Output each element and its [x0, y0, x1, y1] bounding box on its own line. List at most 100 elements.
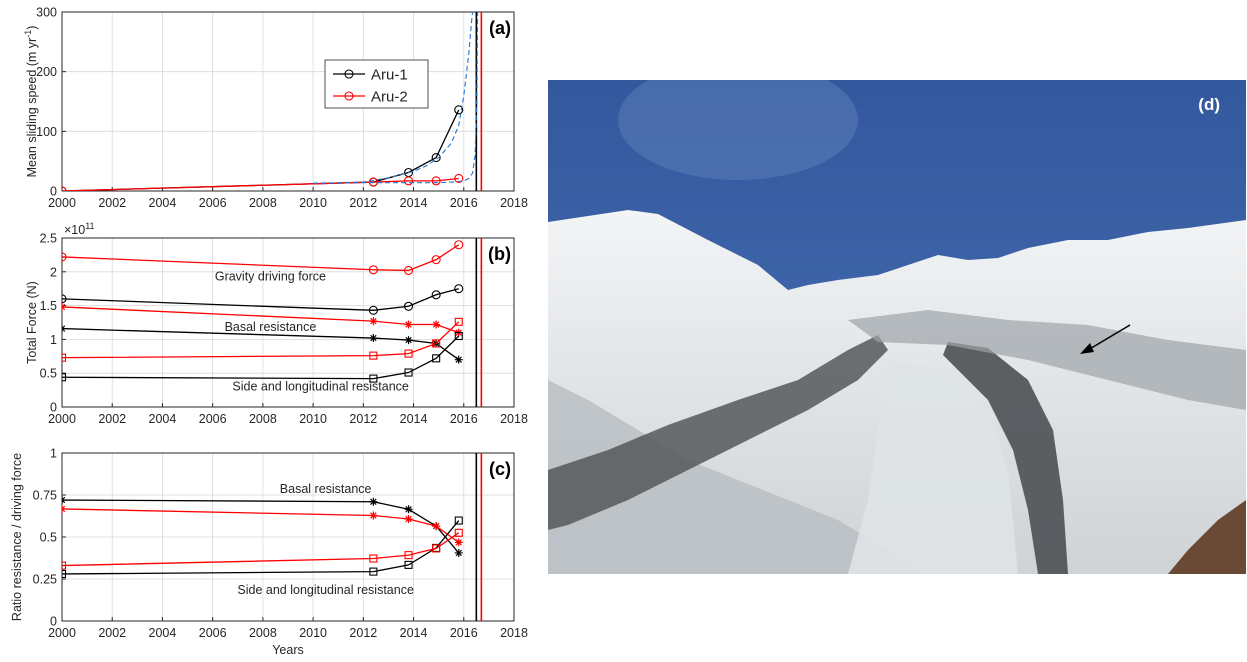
x-tick-label: 2012	[349, 412, 377, 426]
series-line	[62, 532, 460, 567]
y-tick-label: 2	[50, 265, 57, 279]
data-point-circle	[403, 301, 414, 311]
glacier-photo-panel: (d)	[548, 80, 1246, 574]
panel-label: (b)	[488, 244, 511, 264]
data-point-asterisk	[62, 496, 66, 505]
x-tick-label: 2018	[500, 626, 528, 640]
y-tick-label: 1	[50, 447, 57, 461]
panel-label: (a)	[489, 18, 511, 38]
data-point-asterisk	[432, 320, 441, 329]
series-line	[62, 321, 460, 359]
fit-curve	[313, 12, 474, 184]
y-axis-label-exponent: -1	[23, 30, 33, 38]
data-point-asterisk	[369, 334, 378, 343]
x-tick-label: 2016	[450, 626, 478, 640]
data-point-asterisk	[432, 522, 441, 531]
series-line	[62, 520, 460, 575]
chart-panel-b: 2000 2002 2004 2006 2008 2010 2012 2014 2016 2018…	[25, 221, 528, 426]
annotation-label: Gravity driving force	[215, 270, 326, 284]
glacier-tongue	[848, 360, 1018, 574]
y-tick-label: 300	[36, 6, 57, 20]
data-point-circle	[368, 265, 378, 275]
x-tick-label: 2000	[48, 412, 76, 426]
arrow-head-icon	[1080, 343, 1094, 354]
x-tick-label: 2002	[98, 412, 126, 426]
figure-panels-abc: 2000 2002 2004 2006 2008 2010 2012 2014 2016 2018…	[10, 6, 528, 658]
plot-area	[62, 238, 483, 407]
data-point-asterisk	[454, 538, 463, 547]
x-tick-label: 2014	[400, 412, 428, 426]
debris-band-left	[548, 335, 888, 530]
y-tick-label: 100	[36, 125, 57, 139]
x-tick-label: 2014	[400, 626, 428, 640]
x-tick-label: 2002	[98, 626, 126, 640]
y-tick-label: 1.5	[40, 299, 57, 313]
y-tick-label: 0	[50, 401, 57, 415]
data-point-square	[369, 567, 378, 576]
y-tick-label: 0.5	[40, 531, 57, 545]
data-point-asterisk	[404, 320, 413, 329]
x-tick-label: 2002	[98, 196, 126, 210]
annotation-label: Side and longitudinal resistance	[232, 380, 409, 394]
data-point-square	[432, 354, 441, 363]
data-point-circle	[431, 153, 441, 163]
data-point-circle	[62, 294, 67, 304]
data-point-square	[432, 339, 441, 348]
data-point-circle	[454, 240, 464, 250]
x-tick-label: 2006	[199, 626, 227, 640]
series-line	[62, 109, 460, 191]
series-line	[62, 288, 459, 311]
x-tick-label: 2004	[149, 626, 177, 640]
debris-band-medial	[943, 342, 1068, 574]
x-tick-label: 2008	[249, 412, 277, 426]
legend-marker	[344, 69, 354, 79]
data-point-asterisk	[454, 548, 463, 557]
x-tick-label: 2004	[149, 196, 177, 210]
x-tick-label: 2016	[450, 196, 478, 210]
data-point-asterisk	[62, 302, 66, 311]
x-tick-label: 2008	[249, 196, 277, 210]
data-point-circle	[403, 265, 414, 275]
data-point-square	[62, 569, 67, 579]
data-point-square	[369, 554, 378, 563]
x-tick-label: 2010	[299, 196, 327, 210]
y-tick-label: 0	[50, 615, 57, 629]
y-tick-label: 0.75	[33, 489, 57, 503]
data-point-asterisk	[369, 317, 378, 326]
fit-curve	[313, 12, 479, 184]
axis-exponent-power: 11	[85, 221, 94, 231]
series-line	[62, 499, 460, 554]
x-tick-label: 2004	[149, 412, 177, 426]
axes-box	[61, 237, 515, 408]
x-tick-label: 2014	[400, 196, 428, 210]
legend-marker	[344, 91, 354, 101]
data-point-square	[404, 551, 413, 560]
legend-box	[324, 59, 429, 109]
data-point-square	[432, 544, 441, 553]
data-point-square	[454, 317, 463, 326]
x-tick-label: 2006	[199, 196, 227, 210]
x-tick-label: 2000	[48, 196, 76, 210]
x-axis-label: Years	[272, 643, 304, 657]
y-axis-label: Total Force (N)	[25, 281, 39, 364]
y-axis-label: Mean sliding speed (m yr-1)	[23, 26, 39, 178]
data-point-circle	[62, 252, 67, 262]
data-point-circle	[368, 305, 378, 315]
data-point-asterisk	[404, 505, 413, 514]
annotation-label: Side and longitudinal resistance	[237, 583, 414, 597]
data-point-square	[454, 528, 463, 537]
data-point-asterisk	[62, 324, 66, 333]
axis-exponent: ×1011	[64, 221, 95, 237]
legend: Aru-1 Aru-2	[324, 59, 429, 109]
x-tick-label: 2000	[48, 626, 76, 640]
data-point-asterisk	[369, 497, 378, 506]
data-point-square	[62, 561, 67, 570]
data-point-circle	[368, 177, 378, 187]
data-point-circle	[454, 284, 464, 294]
y-tick-label: 0.25	[33, 573, 57, 587]
y-axis-label-close: )	[25, 26, 39, 30]
data-point-square	[62, 353, 67, 362]
x-tick-label: 2010	[299, 412, 327, 426]
x-tick-label: 2016	[450, 412, 478, 426]
annotation-label: Basal resistance	[225, 320, 317, 334]
